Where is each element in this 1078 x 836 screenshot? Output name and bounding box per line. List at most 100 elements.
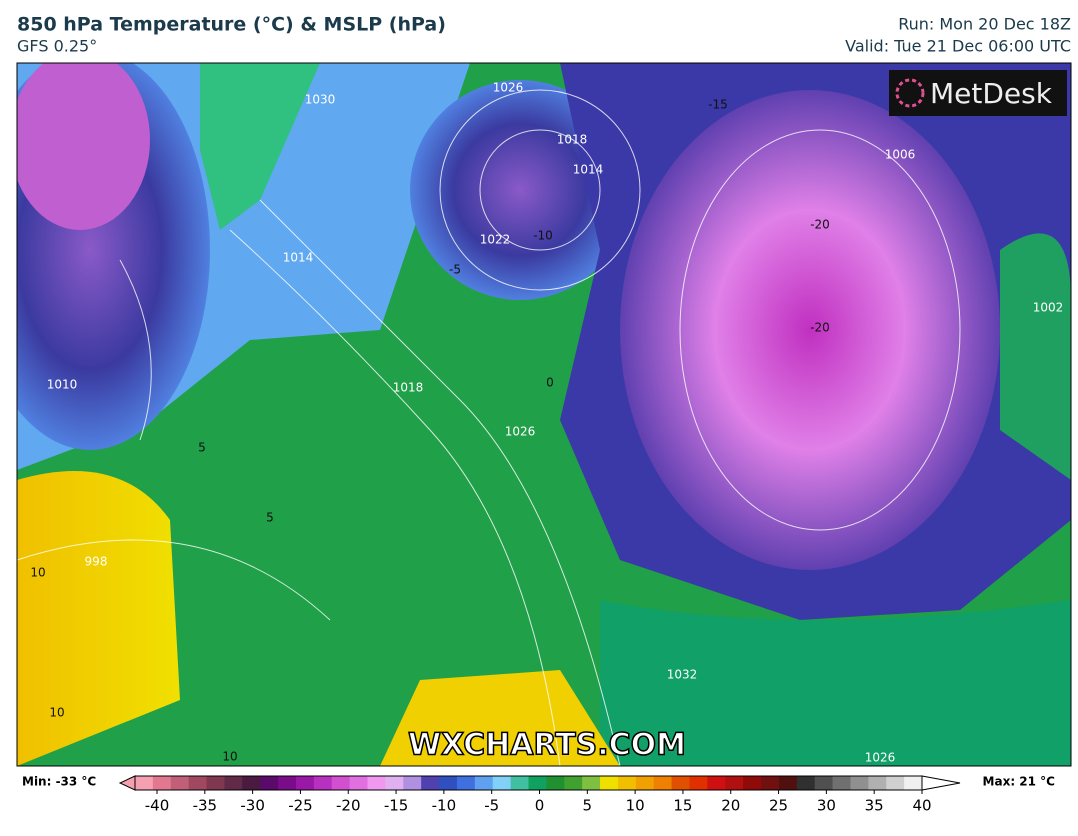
colorbar-swatch (635, 776, 655, 790)
colorbar-swatch (295, 776, 315, 790)
colorbar-swatch (403, 776, 422, 790)
tick-label: 10 (626, 797, 645, 815)
colorbar-swatch (439, 776, 458, 790)
map-label: 1014 (573, 163, 604, 177)
colorbar-swatch (421, 776, 440, 790)
colorbar-frame (134, 775, 923, 791)
colorbar-swatch (331, 776, 351, 790)
greenland (200, 63, 320, 230)
tick-label: 40 (912, 797, 931, 815)
tick-label: 25 (769, 797, 788, 815)
colorbar: -40 -35 -30 -25 -20 -15 -10 -5 0 5 10 15 20 25 30 35 40 (118, 775, 961, 815)
colorbar-swatch (904, 776, 923, 790)
map-label: 1022 (480, 233, 511, 247)
tick-label: -5 (484, 797, 499, 815)
colorbar-swatch (278, 776, 297, 790)
map-label: 5 (266, 511, 274, 525)
colorbar-swatch (868, 776, 887, 790)
colorbar-swatch (206, 776, 225, 790)
model: GFS 0.25° (17, 37, 97, 56)
colorbar-swatch (474, 776, 494, 790)
map-label: 1030 (305, 93, 336, 107)
map-frame (16, 62, 1072, 767)
map-label: 5 (198, 441, 206, 455)
tick-label: -35 (193, 797, 218, 815)
colorbar-swatch (814, 776, 834, 790)
colorbar-swatch (796, 776, 816, 790)
tick-label: 20 (721, 797, 740, 815)
colorbar-swatch (528, 776, 547, 790)
colorbar-swatch (492, 776, 512, 790)
colorbar-swatch (743, 776, 762, 790)
cold-core (620, 90, 1000, 570)
map-label: 1002 (1033, 301, 1064, 315)
colorbar-swatch (653, 776, 673, 790)
map-label: -20 (810, 218, 830, 232)
colorbar-swatch (564, 776, 583, 790)
map-label: 1026 (865, 751, 896, 765)
cold-pool (17, 63, 150, 230)
tick-label: 15 (673, 797, 692, 815)
colorbar-swatch (582, 776, 601, 790)
map-label: 0 (546, 376, 554, 390)
run: Run: Mon 20 Dec 18Z (898, 15, 1071, 34)
tick-label: -40 (145, 797, 170, 815)
med (600, 600, 1071, 766)
tick-label: -15 (384, 797, 409, 815)
map-label: 1014 (283, 251, 314, 265)
map-label: -5 (449, 263, 461, 277)
colorbar-swatch (832, 776, 851, 790)
colorbar-swatch (367, 776, 386, 790)
colorbar-swatch (385, 776, 404, 790)
colorbar-swatch (260, 776, 279, 790)
map-label: 1018 (393, 381, 424, 395)
tick-label: -10 (432, 797, 457, 815)
map-label: 1018 (557, 133, 588, 147)
tick-label: 0 (535, 797, 545, 815)
map-labels: 1026 1018 1014 1022 1030 1006 1010 1014 1018 1026… (30, 81, 1063, 765)
tick-label: 30 (817, 797, 836, 815)
colorbar-swatch (188, 776, 208, 790)
map-label: -10 (533, 229, 553, 243)
colorbar-swatch (617, 776, 637, 790)
colorbar-swatch (456, 776, 476, 790)
colorbar-swatch (671, 776, 690, 790)
tick-label: 5 (583, 797, 593, 815)
colorbar-swatch (725, 776, 744, 790)
warm-sw (17, 471, 180, 766)
watermark: WXCHARTS.COM (408, 728, 686, 763)
warm-africa (380, 670, 620, 766)
colorbar-swatch (778, 776, 798, 790)
colorbar-swatch (313, 776, 333, 790)
colorbar-swatch (546, 776, 565, 790)
legend-max: Max: 21 °C (983, 775, 1056, 789)
valid: Valid: Tue 21 Dec 06:00 UTC (845, 37, 1071, 56)
colorbar-swatch (600, 776, 619, 790)
logo-icon (895, 78, 925, 108)
tick-label: -30 (240, 797, 265, 815)
colorbar-swatch (242, 776, 261, 790)
colorbar-swatch (761, 776, 780, 790)
map-label: 1032 (667, 668, 698, 682)
colorbar-right-end (921, 775, 961, 791)
map-label: 1026 (505, 425, 536, 439)
colorbar-swatch (689, 776, 708, 790)
logo-box (889, 70, 1067, 116)
title: 850 hPa Temperature (°C) & MSLP (hPa) (17, 14, 446, 36)
tick-label: -20 (336, 797, 361, 815)
map-label: 1010 (47, 378, 78, 392)
legend-min: Min: -33 °C (22, 775, 96, 789)
colorbar-swatch (707, 776, 726, 790)
map-label: 1026 (493, 81, 524, 95)
map-label: 10 (222, 750, 237, 764)
colorbar-swatch (850, 776, 869, 790)
colorbar-swatch (152, 776, 172, 790)
colorbar-swatch (510, 776, 529, 790)
colorbar-swatch (886, 776, 905, 790)
map-label: 1006 (885, 148, 916, 162)
logo: MetDesk (930, 77, 1053, 110)
colorbar-swatch (135, 776, 154, 790)
tick-label: -25 (288, 797, 313, 815)
map-label: 998 (85, 555, 108, 569)
